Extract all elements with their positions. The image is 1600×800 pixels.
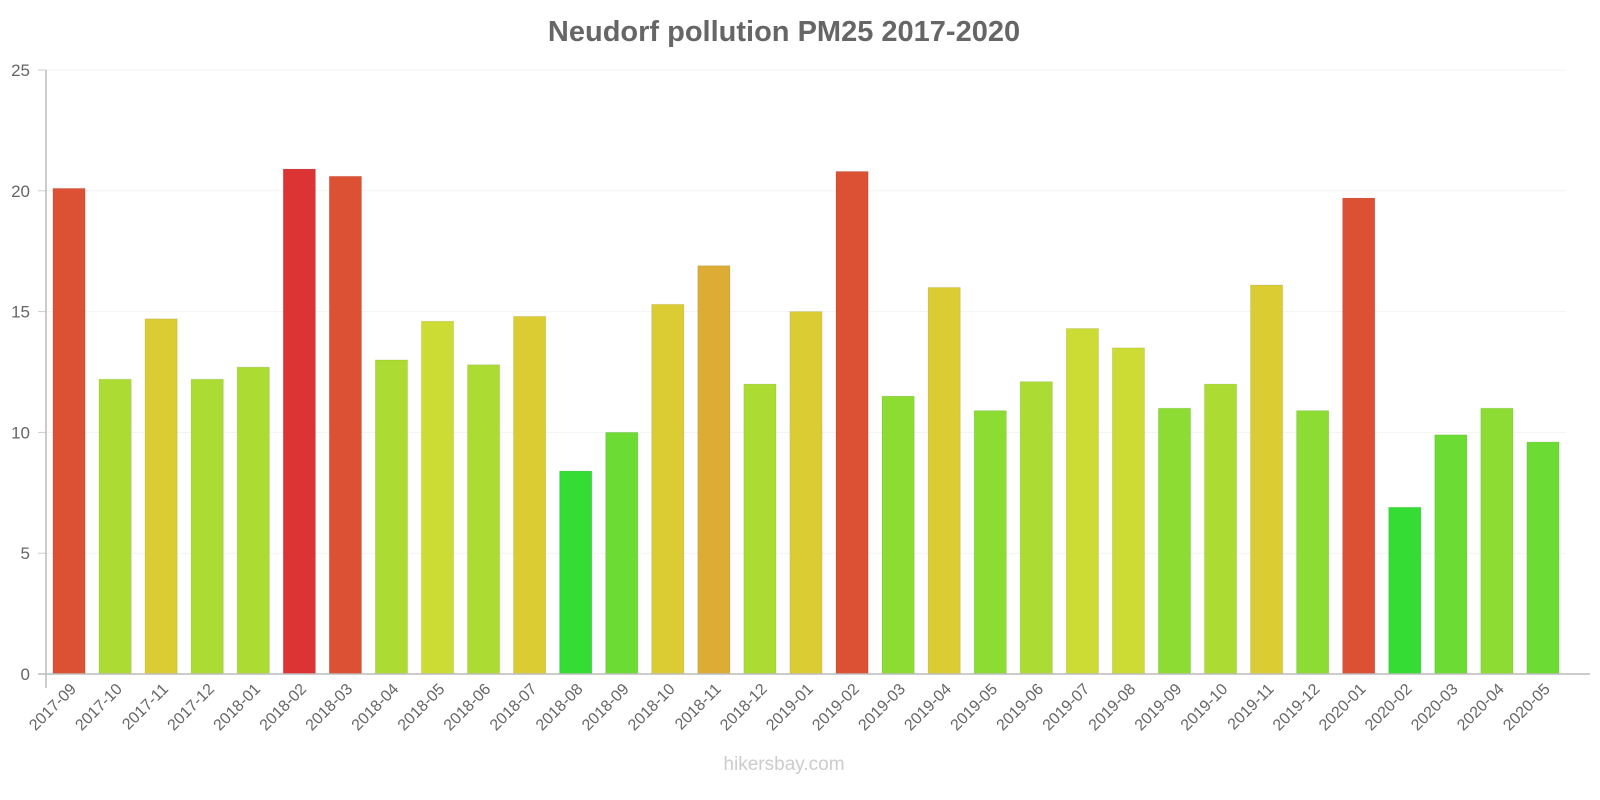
- x-tick-label: 2018-07: [487, 681, 541, 735]
- y-tick-label: 25: [11, 61, 30, 80]
- x-tick-label: 2020-04: [1454, 681, 1508, 735]
- bar[interactable]: 2019-09: 11: [1157, 407, 1192, 675]
- x-tick-label: 2018-04: [349, 681, 403, 735]
- bar[interactable]: 2019-11: 16.1: [1249, 284, 1284, 675]
- chart-title: Neudorf pollution PM25 2017-2020: [547, 16, 1021, 48]
- bar[interactable]: 2018-02: 20.9: [282, 168, 316, 675]
- bar[interactable]: 2019-01: 15: [789, 311, 823, 675]
- x-tick-label: 2018-09: [579, 681, 633, 735]
- x-tick-label: 2020-03: [1408, 681, 1462, 735]
- bars: 2017-09: 20.1 2017-10: 12.2 2017-11: 14.7 2…: [52, 168, 1560, 675]
- x-tick-label: 2018-02: [257, 681, 311, 735]
- y-tick-label: 15: [11, 303, 30, 322]
- bar[interactable]: 2017-12: 12.2: [190, 378, 224, 675]
- bar[interactable]: 2018-06: 12.8: [466, 364, 501, 675]
- x-tick-label: 2019-04: [901, 681, 955, 735]
- bar[interactable]: 2019-05: 10.9: [973, 410, 1007, 675]
- bar[interactable]: 2019-03: 11.5: [881, 395, 915, 675]
- bar[interactable]: 2018-11: 16.9: [697, 265, 731, 675]
- bar[interactable]: 2019-06: 12.1: [1019, 381, 1053, 675]
- x-tick-label: 2020-02: [1362, 681, 1416, 735]
- bar[interactable]: 2017-11: 14.7: [144, 318, 178, 675]
- x-tick-label: 2017-10: [72, 681, 126, 735]
- bar[interactable]: 2018-04: 13: [374, 359, 409, 675]
- watermark: hikersbay.com: [723, 754, 845, 775]
- x-tick-label: 2018-08: [533, 681, 587, 735]
- bar[interactable]: 2018-08: 8.4: [559, 470, 593, 675]
- x-tick-label: 2018-12: [717, 681, 771, 735]
- bar[interactable]: 2019-04: 16: [927, 286, 961, 675]
- x-tick-label: 2019-02: [809, 681, 863, 735]
- x-tick-label: 2019-01: [763, 681, 817, 735]
- x-tick-label: 2019-10: [1178, 681, 1232, 735]
- x-tick-label: 2018-10: [625, 681, 679, 735]
- bar[interactable]: 2018-01: 12.7: [236, 366, 270, 675]
- bar[interactable]: 2019-12: 10.9: [1296, 410, 1330, 675]
- y-tick-label: 5: [21, 544, 30, 563]
- bar[interactable]: 2020-02: 6.9: [1388, 506, 1422, 675]
- bar[interactable]: 2017-09: 20.1: [52, 187, 86, 675]
- x-tick-label: 2019-09: [1132, 681, 1186, 735]
- x-axis: 2017-092017-102017-112017-122018-012018-…: [26, 673, 1590, 735]
- bar[interactable]: 2020-05: 9.6: [1526, 441, 1560, 675]
- bar[interactable]: 2019-02: 20.8: [835, 170, 869, 675]
- x-tick-label: 2019-06: [994, 681, 1048, 735]
- bar[interactable]: 2018-03: 20.6: [328, 175, 363, 675]
- x-tick-label: 2018-06: [441, 681, 495, 735]
- x-tick-label: 2019-12: [1270, 681, 1324, 735]
- bar[interactable]: 2019-07: 14.3: [1065, 328, 1099, 675]
- x-tick-label: 2019-05: [948, 681, 1002, 735]
- bar[interactable]: 2019-08: 13.5: [1111, 347, 1146, 675]
- x-tick-label: 2017-12: [164, 681, 218, 735]
- bar[interactable]: 2020-01: 19.7: [1342, 197, 1376, 675]
- bar[interactable]: 2020-03: 9.9: [1434, 434, 1468, 675]
- x-tick-label: 2019-11: [1225, 681, 1278, 734]
- x-tick-label: 2018-05: [395, 681, 449, 735]
- bar[interactable]: 2017-10: 12.2: [98, 378, 132, 675]
- bar[interactable]: 2018-12: 12: [743, 383, 777, 675]
- bar[interactable]: 2018-07: 14.8: [513, 315, 547, 675]
- bar[interactable]: 2018-05: 14.6: [420, 320, 455, 675]
- x-tick-label: 2020-05: [1500, 681, 1554, 735]
- bar[interactable]: 2020-04: 11: [1480, 407, 1514, 675]
- bar[interactable]: 2018-09: 10: [605, 431, 639, 675]
- x-tick-label: 2017-09: [26, 681, 80, 735]
- x-tick-label: 2018-01: [211, 681, 265, 735]
- y-axis: 0 5 10 15 20 25: [11, 61, 47, 688]
- x-tick-label: 2019-03: [855, 681, 909, 735]
- x-tick-label: 2019-08: [1086, 681, 1140, 735]
- bar[interactable]: 2018-10: 15.3: [651, 303, 685, 675]
- x-tick-label: 2018-11: [672, 681, 725, 734]
- y-tick-label: 0: [21, 665, 30, 684]
- y-tick-label: 20: [11, 182, 30, 201]
- x-tick-label: 2018-03: [303, 681, 357, 735]
- x-tick-label: 2017-11: [119, 681, 172, 734]
- bar[interactable]: 2019-10: 12: [1203, 383, 1238, 675]
- y-tick-label: 10: [11, 423, 30, 442]
- x-tick-label: 2020-01: [1316, 681, 1370, 735]
- x-tick-label: 2019-07: [1040, 681, 1094, 735]
